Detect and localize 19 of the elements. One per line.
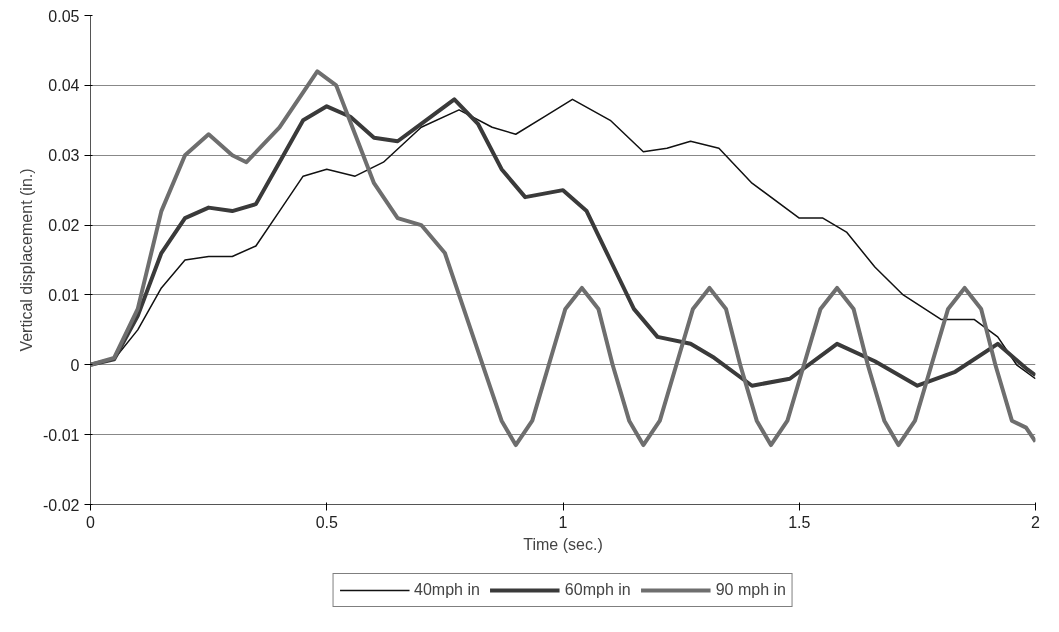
x-tick-label: 1.5 <box>788 513 811 531</box>
x-tick-label: 2 <box>1031 513 1041 531</box>
y-tick-label: 0.01 <box>48 286 80 304</box>
y-tick-label: -0.01 <box>43 426 80 444</box>
x-tick-label: 1 <box>558 513 568 531</box>
line-series <box>90 69 1036 448</box>
y-tick-label: 0.04 <box>48 77 80 95</box>
y-axis-title: Vertical displacement (in.) <box>18 168 36 352</box>
legend-label: 90 mph in <box>715 581 786 599</box>
x-tick-label: 0.5 <box>315 513 338 531</box>
legend-label: 40mph in <box>414 581 480 599</box>
y-tick-label: 0.02 <box>48 217 80 235</box>
legend-label: 60mph in <box>564 581 631 599</box>
y-tick-label: -0.02 <box>43 496 80 514</box>
y-tick-label: 0.05 <box>48 7 80 25</box>
x-axis-title: Time (sec.) <box>523 535 603 553</box>
y-tick-label: 0 <box>70 356 80 374</box>
x-tick-label: 0 <box>86 513 96 531</box>
y-tick-label: 0.03 <box>48 147 80 165</box>
